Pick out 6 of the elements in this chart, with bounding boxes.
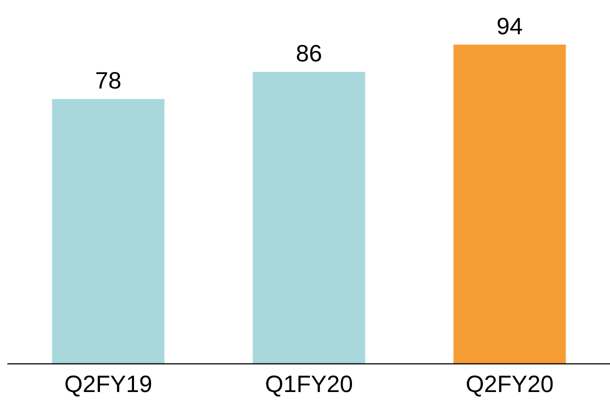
data-label: 94 <box>498 18 522 34</box>
x-tick-label: Q1FY20 <box>266 376 352 396</box>
x-tick-label: Q2FY20 <box>466 376 553 396</box>
data-label: 78 <box>96 72 120 89</box>
data-label: 86 <box>296 44 322 62</box>
x-tick-label: Q2FY19 <box>65 376 152 396</box>
